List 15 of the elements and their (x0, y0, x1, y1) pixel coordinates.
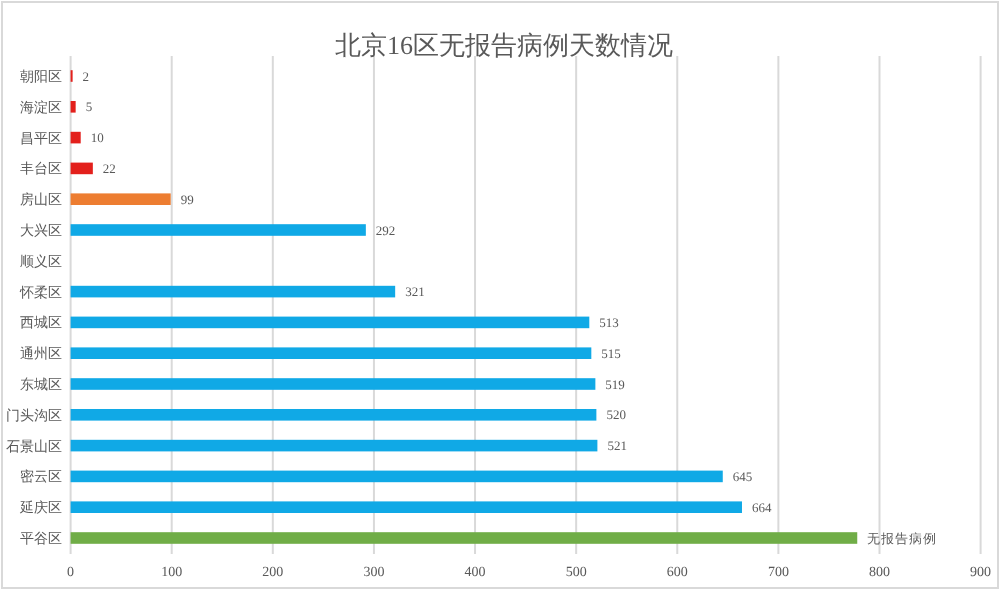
bar (70, 101, 76, 113)
bar (70, 347, 592, 359)
bar (70, 162, 93, 175)
bar (70, 501, 742, 513)
bar (70, 470, 723, 483)
bar (70, 409, 597, 421)
chart-title: 北京16区无报告病例天数情况 (335, 30, 673, 60)
bar (70, 439, 598, 452)
bar (70, 316, 590, 329)
bar (70, 193, 171, 205)
bar (70, 532, 858, 544)
bar (70, 224, 366, 236)
bar (70, 285, 396, 298)
bar (70, 378, 596, 390)
bar (70, 131, 81, 144)
